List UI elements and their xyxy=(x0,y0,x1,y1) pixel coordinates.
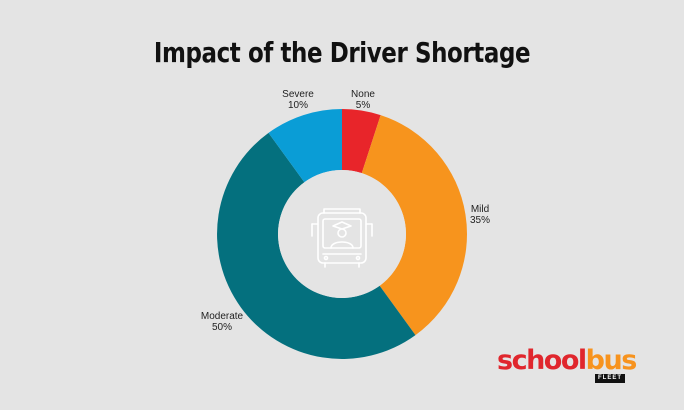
logo-fleet-tag: FLEET xyxy=(595,374,625,383)
bus-driver-icon xyxy=(311,208,373,268)
slice-value-moderate: 50% xyxy=(212,322,232,333)
slice-moderate xyxy=(217,132,416,359)
slice-label-none: None xyxy=(351,89,375,100)
slice-mild xyxy=(361,115,468,336)
slice-none xyxy=(342,109,381,174)
logo-school-text: school xyxy=(497,345,587,376)
slice-value-none: 5% xyxy=(356,100,371,111)
slice-value-severe: 10% xyxy=(288,100,308,111)
logo-wordmark: schoolbus xyxy=(497,347,647,375)
logo-bus-text: bus xyxy=(585,345,638,376)
donut-hole xyxy=(278,170,406,298)
donut-slices xyxy=(217,109,468,359)
chart-title: Impact of the Driver Shortage xyxy=(153,36,531,69)
slice-severe xyxy=(268,109,342,183)
slice-value-mild: 35% xyxy=(470,215,490,226)
slice-label-mild: Mild xyxy=(471,204,489,215)
schoolbus-fleet-logo: schoolbus FLEET xyxy=(497,347,647,387)
slice-label-severe: Severe xyxy=(282,89,314,100)
slice-label-moderate: Moderate xyxy=(201,311,244,322)
